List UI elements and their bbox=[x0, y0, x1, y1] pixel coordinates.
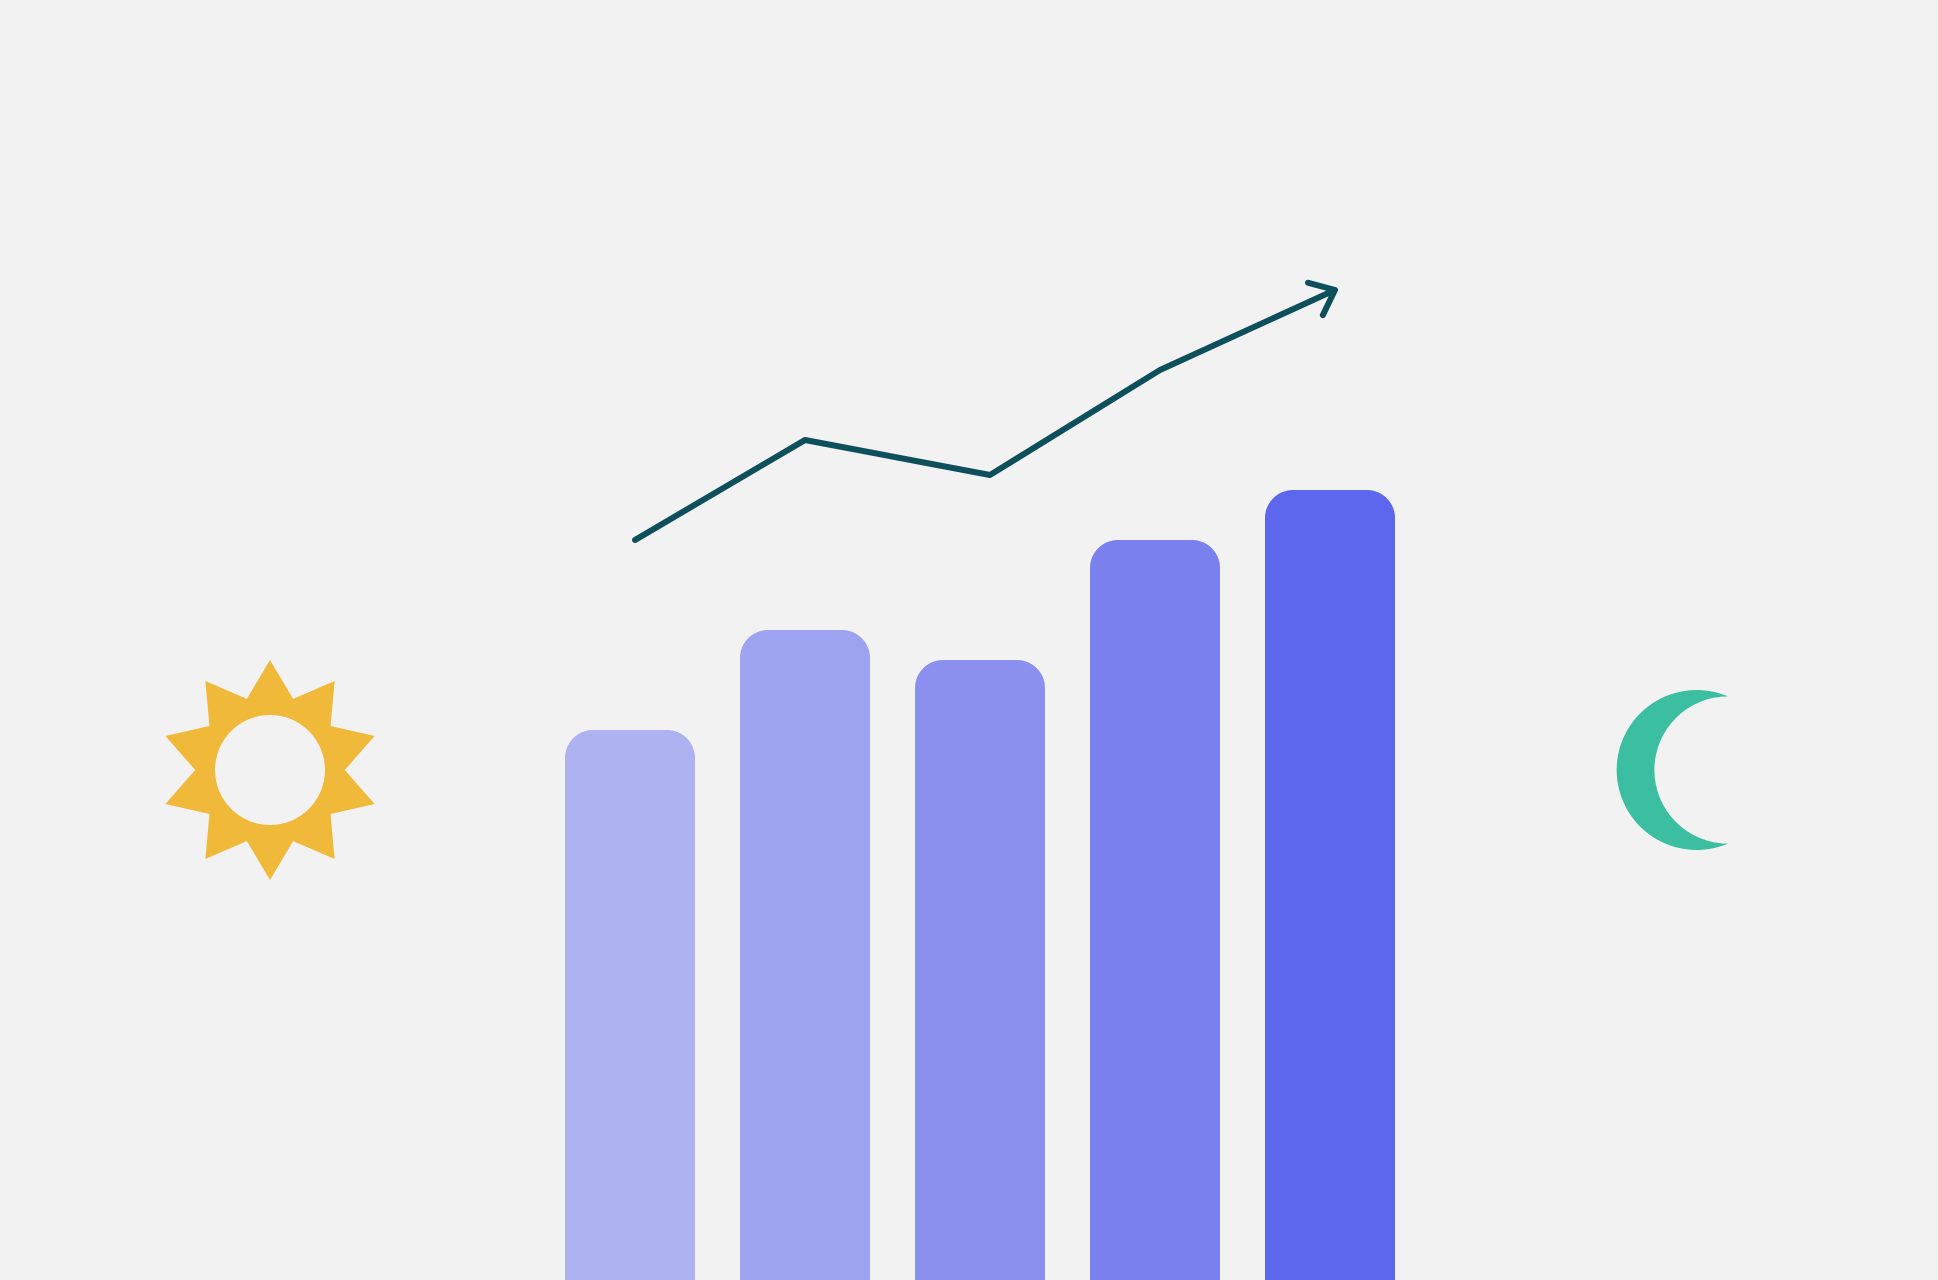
bar-3 bbox=[915, 660, 1045, 1280]
bar-2 bbox=[740, 630, 870, 1280]
moon-icon bbox=[1612, 682, 1788, 858]
infographic-canvas bbox=[0, 0, 1938, 1280]
bar-5 bbox=[1265, 490, 1395, 1280]
sun-icon bbox=[156, 656, 384, 884]
bar-1 bbox=[565, 730, 695, 1280]
bar-4 bbox=[1090, 540, 1220, 1280]
